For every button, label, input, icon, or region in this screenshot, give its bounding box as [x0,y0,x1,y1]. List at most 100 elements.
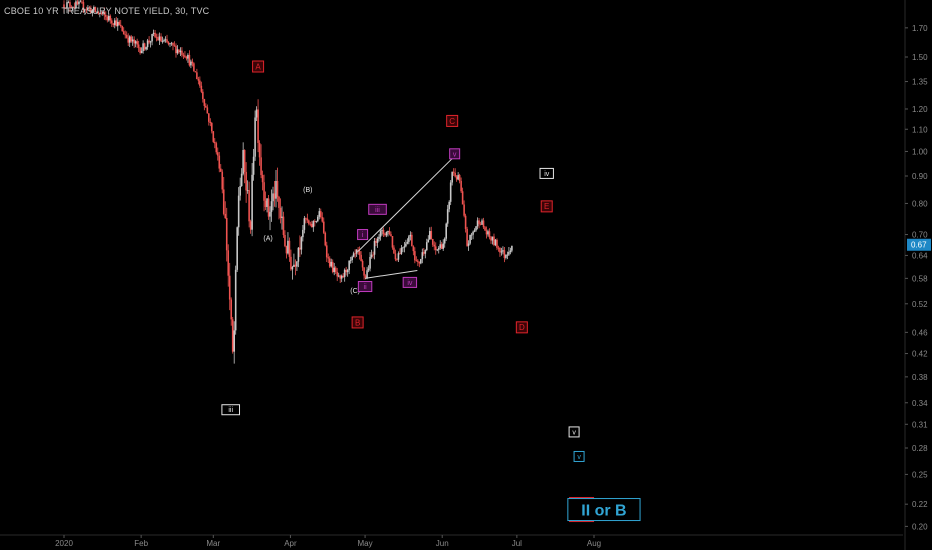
candle-body [203,99,206,106]
candle-body [493,236,495,246]
last-price-badge [907,238,931,251]
candle-body [506,254,509,256]
annotation-label: v [573,450,585,462]
price-tick-label: 0.25 [912,470,928,479]
candle-body [221,171,224,190]
candle-body [175,45,177,54]
candle-body [322,221,325,233]
candle-body [346,270,349,273]
annotation-text: A [255,62,261,71]
candle-body [361,260,364,268]
candle-body [482,220,485,228]
time-axis[interactable]: 2020 Feb Mar Apr May Jun Jul Aug [0,534,903,548]
price-tick-label: 1.10 [912,125,928,134]
candle-body [237,195,240,228]
annotation-text: E [544,202,549,211]
candle-body [382,229,385,235]
candle-body [418,261,421,264]
candle-body [225,218,228,251]
candle-body [454,172,456,177]
candle-body [205,105,207,108]
annotation-box [573,450,585,462]
candle-body [88,7,91,9]
candle-body [317,216,319,222]
price-tick-label: 0.31 [912,420,928,429]
candle-body [112,23,115,25]
candle-body [263,182,265,201]
candle-body [388,231,391,235]
candle-body [266,198,268,207]
candle-body [351,256,353,260]
candle-body [330,261,333,267]
candle-body [319,211,322,218]
annotation-label: A [252,60,265,73]
candle-body [421,252,424,260]
annotation-label: iii [368,203,387,215]
candle-body [131,39,134,42]
candle-body [178,49,180,53]
candle-body [305,218,307,220]
candle-body [121,26,124,32]
candle-body [164,39,167,41]
candle-body [115,20,118,27]
candle-body [208,113,210,122]
candle-body [202,91,204,100]
candle-body [246,190,249,191]
candle-body [293,264,295,267]
candle-body [470,234,473,236]
candle-body [275,180,277,199]
candle-body [396,259,398,261]
candle-body [248,190,250,222]
candle-body [369,256,371,269]
candle-body [155,36,158,38]
candle-body [324,232,327,246]
candle-body [367,268,370,271]
candle-body [355,249,358,254]
annotation-text: iv [544,171,550,178]
candle-body [342,275,344,278]
candle-body [385,231,388,236]
candle-body [478,220,480,224]
candle-body [358,251,361,255]
candle-body [414,251,416,261]
candle-body [449,182,452,202]
candle-body [91,9,94,14]
candle-body [415,260,418,262]
candle-body [491,236,494,241]
candle-body [497,247,500,249]
annotation-label: v [449,148,461,160]
candle-body [281,216,283,218]
candle-body [433,244,436,247]
price-tick-label: 0.58 [912,274,928,283]
candle-body [158,36,161,41]
annotation-label: v [568,426,580,438]
candle-body [276,180,279,197]
candle-body [511,245,513,251]
candle-body [291,266,294,270]
last-price-label: 0.67 [911,241,927,250]
candle-body [173,45,176,47]
candle-body [334,267,337,272]
candle-body [146,40,149,48]
candle-body [436,249,439,251]
candle-body [148,40,150,43]
candle-body [406,241,409,244]
trendlines-layer [357,158,453,279]
candle-body [154,32,156,37]
annotation-box [567,498,641,522]
candle-body [381,229,383,232]
price-tick-label: 0.64 [912,251,928,260]
candle-body [372,254,374,256]
annotation-label: (C) [350,288,360,295]
candle-body [366,270,368,278]
candle-body [387,231,389,232]
price-axis[interactable]: 1.70 1.50 1.35 1.20 1.10 1.00 0.90 0.80 0.70 0.64… [904,0,931,550]
annotation-box [449,148,461,160]
candle-body [390,234,392,237]
annotation-box [402,276,418,288]
candle-body [312,221,315,228]
candle-body [457,174,459,180]
candle-body [284,234,286,247]
candle-body [463,204,465,216]
